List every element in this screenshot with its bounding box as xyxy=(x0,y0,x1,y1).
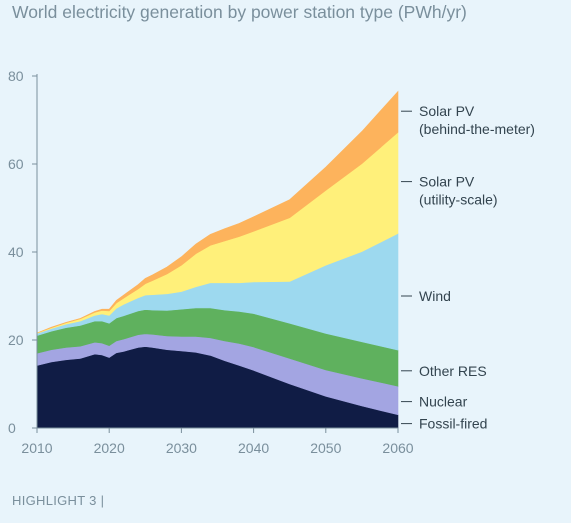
legend-label: Wind xyxy=(419,288,451,304)
legend-label: Nuclear xyxy=(419,394,468,410)
y-tick-label: 20 xyxy=(8,332,24,348)
footer-highlight: HIGHLIGHT 3 | xyxy=(12,493,105,508)
chart-title: World electricity generation by power st… xyxy=(12,2,467,22)
y-tick-label: 80 xyxy=(8,68,24,84)
y-tick-label: 40 xyxy=(8,244,24,260)
x-tick-label: 2010 xyxy=(21,440,52,456)
x-tick-label: 2030 xyxy=(166,440,197,456)
x-tick-label: 2060 xyxy=(382,440,413,456)
legend-label: Other RES xyxy=(419,363,487,379)
area-solar-pv-behind-the-meter xyxy=(36,90,399,334)
y-tick-label: 0 xyxy=(8,420,16,436)
legend: Solar PV (behind-the-meter) Solar PV (utili… xyxy=(401,103,535,432)
x-tick-label: 2050 xyxy=(310,440,341,456)
legend-label: Solar PV (utility-scale) xyxy=(419,174,498,208)
y-tick-label: 60 xyxy=(8,156,24,172)
x-tick-label: 2020 xyxy=(94,440,125,456)
legend-label: Fossil-fired xyxy=(419,416,487,432)
x-tick-label: 2040 xyxy=(238,440,269,456)
area-layer xyxy=(36,90,399,429)
legend-label: Solar PV (behind-the-meter) xyxy=(419,103,535,137)
